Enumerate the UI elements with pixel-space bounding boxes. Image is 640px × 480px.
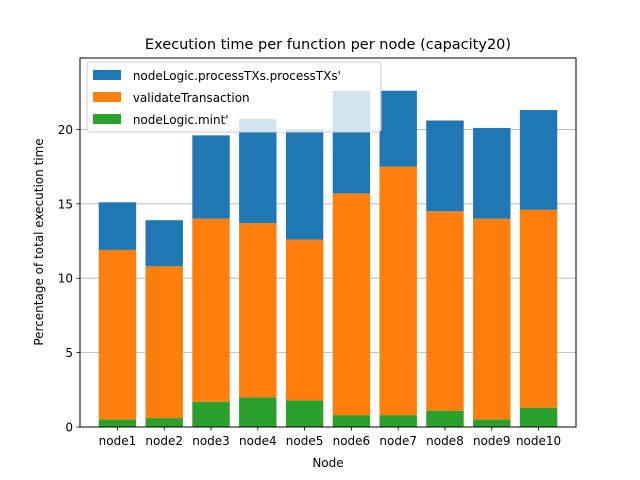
legend-label: nodeLogic.processTXs.processTXs' — [129, 69, 341, 83]
x-tick-label: node3 — [192, 434, 230, 448]
plot-frame — [79, 57, 577, 428]
legend-box — [86, 61, 382, 133]
legend-swatch — [93, 70, 121, 80]
x-axis-ticks: node1 node2 node3 node4 node5 node6 node7 node8… — [99, 427, 561, 448]
x-tick-label: node9 — [473, 434, 511, 448]
y-tick-label: 10 — [58, 272, 73, 286]
bar-segment — [239, 223, 277, 398]
bar-segment — [192, 218, 230, 402]
x-tick-label: node2 — [145, 434, 183, 448]
y-axis-label: Percentage of total execution time — [32, 138, 46, 345]
y-tick-label: 5 — [65, 346, 73, 360]
legend-label: nodeLogic.mint' — [129, 113, 229, 127]
x-tick-label: node5 — [286, 434, 324, 448]
y-axis-ticks: 0 5 10 15 20 — [58, 123, 80, 435]
x-tick-label: node4 — [239, 434, 277, 448]
bar-segment — [285, 400, 324, 427]
y-tick-label: 15 — [58, 197, 73, 211]
bar-segment — [145, 266, 183, 419]
legend-label: validateTransaction — [129, 91, 250, 105]
x-tick-label: node7 — [379, 434, 417, 448]
bar-segment — [332, 415, 371, 427]
bar-segment — [285, 129, 324, 240]
bar-segment — [519, 110, 558, 210]
bar-segment — [379, 415, 417, 427]
bar-segment — [145, 418, 183, 427]
bar-segment — [98, 249, 137, 420]
bar-segment — [519, 209, 558, 408]
bar-segment — [285, 239, 324, 401]
bar-segment — [239, 119, 277, 224]
x-tick-label: node10 — [516, 434, 561, 448]
y-tick-label: 0 — [65, 421, 73, 435]
legend-swatch — [93, 114, 121, 124]
bar-segment — [239, 397, 277, 427]
bar-segment — [379, 166, 417, 416]
bar-segment — [473, 419, 511, 427]
legend: nodeLogic.processTXs.processTXs' validat… — [86, 61, 382, 133]
bar-segment — [145, 220, 183, 267]
bar-segment — [426, 410, 464, 427]
x-axis-label: Node — [312, 456, 343, 470]
bar-segment — [519, 407, 558, 427]
x-tick-label: node6 — [333, 434, 371, 448]
legend-swatch — [93, 92, 121, 102]
bars — [98, 90, 558, 427]
bar-segment — [426, 120, 464, 212]
bar-segment — [379, 90, 417, 167]
chart-title: Execution time per function per node (ca… — [145, 37, 511, 53]
bar-segment — [192, 135, 230, 219]
y-tick-label: 20 — [58, 123, 73, 137]
bar-segment — [426, 211, 464, 411]
bar-segment — [473, 218, 511, 420]
bar-segment — [98, 419, 137, 427]
x-tick-label: node8 — [426, 434, 464, 448]
bar-segment — [473, 127, 511, 219]
bar-segment — [332, 193, 371, 416]
bar-segment — [98, 202, 137, 250]
bar-segment — [192, 401, 230, 427]
x-tick-label: node1 — [99, 434, 137, 448]
